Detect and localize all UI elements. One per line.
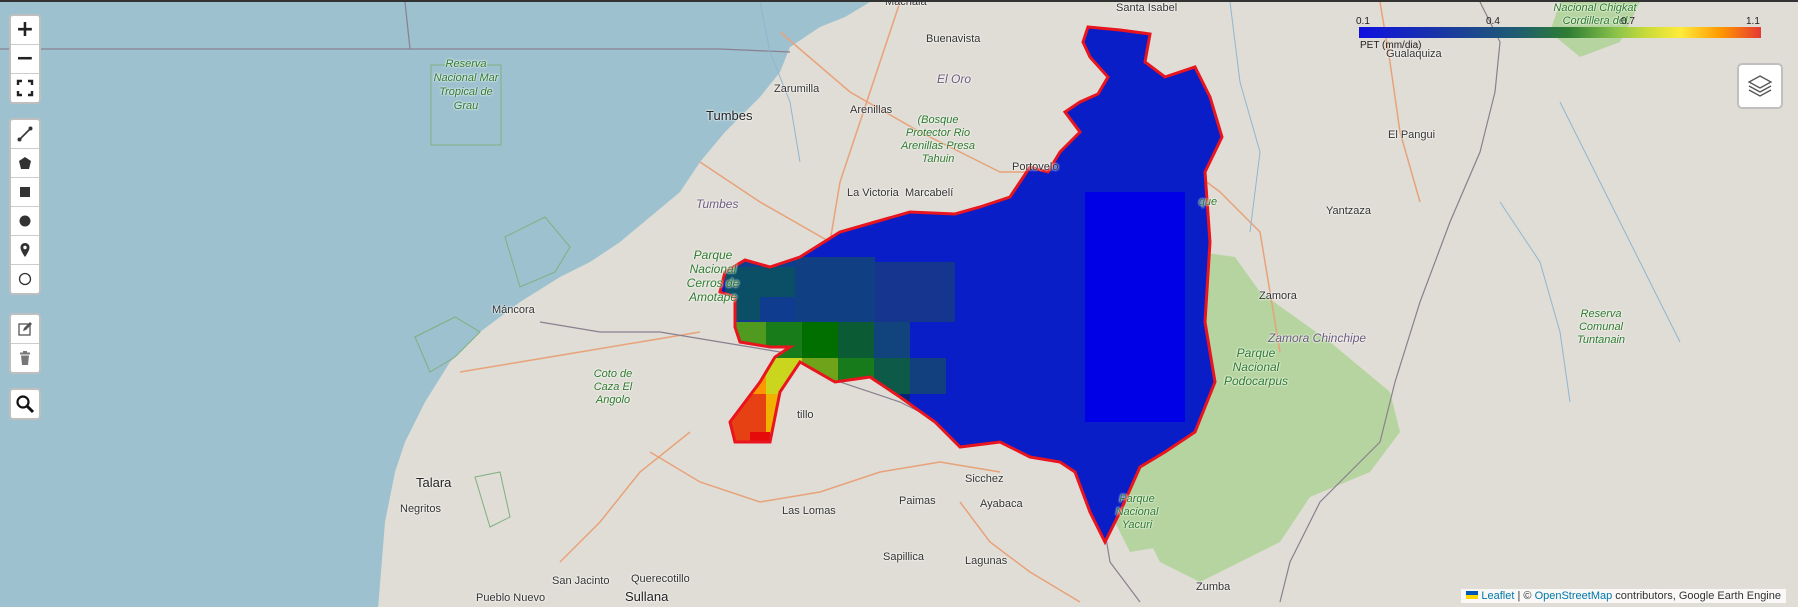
region-label: Zamora Chinchipe <box>1268 331 1367 345</box>
place-label: Sullana <box>625 589 669 604</box>
draw-marker-button[interactable] <box>11 236 39 265</box>
place-label: Zumba <box>1196 581 1231 593</box>
colorbar-tick: 0.7 <box>1621 16 1635 27</box>
place-label: Tumbes <box>706 108 753 123</box>
search-button[interactable] <box>11 390 39 418</box>
draw-toolbar <box>9 118 41 295</box>
zoom-in-button[interactable]: + <box>11 16 39 45</box>
openstreetmap-link[interactable]: OpenStreetMap <box>1534 590 1613 602</box>
park-label: Reserva Comunal Tuntanain <box>1576 308 1626 346</box>
polyline-icon <box>17 126 33 142</box>
rivers <box>759 2 1681 403</box>
ukraine-flag-icon <box>1466 591 1479 599</box>
place-label: El Pangui <box>1388 129 1436 141</box>
place-label: Negritos <box>400 503 441 515</box>
coastal-reserve-area <box>414 316 481 373</box>
polygon-icon <box>19 157 31 169</box>
delete-layers-button[interactable] <box>11 344 39 372</box>
rectangle-icon <box>20 187 30 197</box>
place-label: Sapillica <box>883 551 924 563</box>
draw-polyline-button[interactable] <box>11 120 39 149</box>
place-label: Máncora <box>492 304 535 316</box>
place-label: Gualaquiza <box>1386 48 1442 60</box>
edit-layers-button[interactable] <box>11 315 39 344</box>
place-label: La Victoria <box>847 187 899 199</box>
edit-icon <box>18 322 32 336</box>
place-label: Portovelo <box>1012 161 1059 173</box>
place-label: Buenavista <box>926 33 981 45</box>
pet-colorbar-legend: 0.1 0.4 0.7 1.1 PET (mm/dia) <box>1356 14 1762 54</box>
region-label: Tumbes <box>696 197 739 211</box>
fullscreen-button[interactable] <box>11 74 39 102</box>
attribution-text: contributors, Google Earth Engine <box>1615 590 1781 602</box>
zoom-out-button[interactable]: − <box>11 45 39 74</box>
place-label: Las Lomas <box>782 505 836 517</box>
map-attribution: Leaflet | © OpenStreetMap contributors, … <box>1461 589 1786 603</box>
place-label: Pueblo Nuevo <box>476 592 546 604</box>
delete-icon <box>20 351 30 365</box>
draw-circle-marker-button[interactable] <box>11 207 39 236</box>
colorbar-gradient <box>1359 27 1761 38</box>
colorbar-title: PET (mm/dia) <box>1360 40 1422 51</box>
marine-reserve-area <box>430 64 502 146</box>
marker-icon <box>20 243 30 257</box>
zoom-control: + − <box>9 14 41 104</box>
circle-icon <box>18 272 32 286</box>
park-label: (Bosque Protector Rio Arenillas Presa Ta… <box>901 114 975 165</box>
park-label: Reserva Nacional Mar Tropical de Grau <box>433 58 499 112</box>
place-label: Santa Isabel <box>1116 2 1178 14</box>
draw-rectangle-button[interactable] <box>11 178 39 207</box>
colorbar-tick: 0.4 <box>1486 16 1500 27</box>
place-label: Querecotillo <box>631 573 690 585</box>
place-label: Arenillas <box>850 104 893 116</box>
park-label: que <box>1198 196 1218 208</box>
place-label: tillo <box>797 409 814 421</box>
park-label: Parque Nacional Yacuri <box>1115 493 1159 531</box>
park-label: Parque Nacional Podocarpus <box>1223 346 1289 388</box>
colorbar-tick: 1.1 <box>1746 16 1760 27</box>
attribution-separator: | © <box>1517 590 1532 602</box>
region-label: El Oro <box>937 72 972 86</box>
leaflet-link[interactable]: Leaflet <box>1481 590 1515 602</box>
edit-toolbar <box>9 313 41 374</box>
place-label: Zarumilla <box>774 83 820 95</box>
angolo-area <box>474 471 511 528</box>
search-control <box>9 388 41 420</box>
search-icon <box>16 395 35 414</box>
park-label: Coto de Caza El Angolo <box>593 368 633 406</box>
sea-area <box>0 2 870 607</box>
place-label: Lagunas <box>965 555 1008 567</box>
draw-circle-button[interactable] <box>11 265 39 293</box>
park-label: Parque Nacional Cerros de Amotape <box>686 248 740 304</box>
layers-control-button[interactable] <box>1737 63 1783 109</box>
draw-polygon-button[interactable] <box>11 149 39 178</box>
mangrove-area <box>504 216 571 288</box>
watershed-boundary <box>718 25 1224 546</box>
place-label: Talara <box>416 475 452 490</box>
circle-marker-icon <box>19 215 31 227</box>
place-label: San Jacinto <box>552 575 610 587</box>
place-label: Yantzaza <box>1326 205 1372 217</box>
place-label: Zamora <box>1259 290 1297 302</box>
place-label: Machala <box>885 0 927 8</box>
place-label: Marcabelí <box>905 187 954 199</box>
colorbar-tick: 0.1 <box>1356 16 1370 27</box>
fullscreen-icon <box>16 79 34 97</box>
place-label: Sicchez <box>965 473 1004 485</box>
place-label: Ayabaca <box>980 498 1023 510</box>
place-label: Paimas <box>899 495 936 507</box>
layers-icon <box>1747 75 1773 97</box>
